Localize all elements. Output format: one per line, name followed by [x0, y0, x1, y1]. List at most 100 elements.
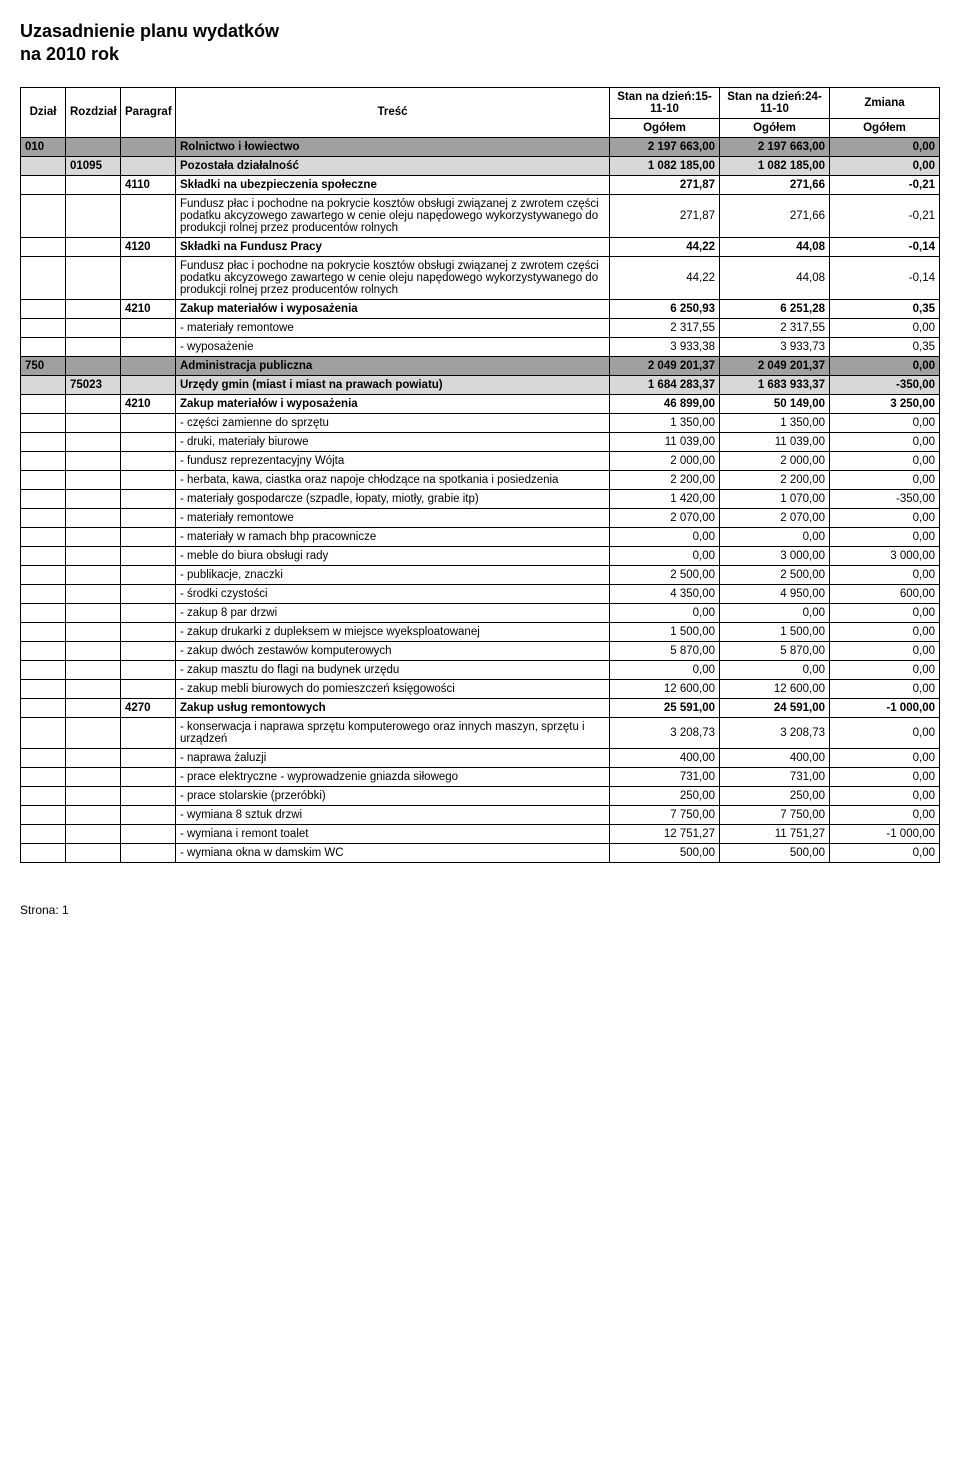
cell-tresc: Administracja publiczna [176, 356, 610, 375]
cell-dzial [21, 786, 66, 805]
cell-v3: 0,00 [830, 137, 940, 156]
cell-v1: 2 200,00 [610, 470, 720, 489]
table-row: - fundusz reprezentacyjny Wójta2 000,002… [21, 451, 940, 470]
cell-rozdzial [66, 356, 121, 375]
cell-dzial [21, 824, 66, 843]
table-row: - części zamienne do sprzętu1 350,001 35… [21, 413, 940, 432]
cell-rozdzial [66, 660, 121, 679]
cell-v2: 2 070,00 [720, 508, 830, 527]
cell-v3: 0,00 [830, 432, 940, 451]
title-line1: Uzasadnienie planu wydatków [20, 21, 279, 41]
header-ogolem1: Ogółem [610, 118, 720, 137]
cell-v2: 3 000,00 [720, 546, 830, 565]
cell-dzial [21, 641, 66, 660]
cell-tresc: - meble do biura obsługi rady [176, 546, 610, 565]
cell-v1: 2 317,55 [610, 318, 720, 337]
cell-v3: 0,00 [830, 660, 940, 679]
cell-v3: -0,21 [830, 175, 940, 194]
cell-rozdzial [66, 175, 121, 194]
cell-v2: 2 317,55 [720, 318, 830, 337]
cell-v3: -1 000,00 [830, 824, 940, 843]
cell-v3: 600,00 [830, 584, 940, 603]
cell-v2: 731,00 [720, 767, 830, 786]
cell-dzial: 010 [21, 137, 66, 156]
cell-paragraf [121, 679, 176, 698]
cell-rozdzial [66, 698, 121, 717]
cell-tresc: - zakup dwóch zestawów komputerowych [176, 641, 610, 660]
cell-tresc: - zakup drukarki z dupleksem w miejsce w… [176, 622, 610, 641]
cell-paragraf [121, 584, 176, 603]
cell-dzial [21, 546, 66, 565]
cell-tresc: - naprawa żaluzji [176, 748, 610, 767]
cell-v1: 3 208,73 [610, 717, 720, 748]
cell-dzial [21, 194, 66, 237]
table-row: 4210Zakup materiałów i wyposażenia6 250,… [21, 299, 940, 318]
cell-v2: 44,08 [720, 237, 830, 256]
cell-v3: 0,00 [830, 318, 940, 337]
cell-tresc: Zakup materiałów i wyposażenia [176, 299, 610, 318]
cell-rozdzial [66, 767, 121, 786]
cell-v1: 0,00 [610, 527, 720, 546]
cell-dzial [21, 748, 66, 767]
cell-v1: 6 250,93 [610, 299, 720, 318]
cell-v1: 0,00 [610, 546, 720, 565]
cell-tresc: Pozostała działalność [176, 156, 610, 175]
cell-v2: 50 149,00 [720, 394, 830, 413]
cell-rozdzial [66, 843, 121, 862]
cell-v2: 500,00 [720, 843, 830, 862]
cell-v2: 11 751,27 [720, 824, 830, 843]
cell-v1: 1 082 185,00 [610, 156, 720, 175]
cell-dzial [21, 237, 66, 256]
cell-v3: -350,00 [830, 375, 940, 394]
cell-tresc: - zakup masztu do flagi na budynek urzęd… [176, 660, 610, 679]
cell-paragraf [121, 337, 176, 356]
cell-v1: 5 870,00 [610, 641, 720, 660]
cell-dzial [21, 256, 66, 299]
cell-rozdzial [66, 256, 121, 299]
cell-v3: 0,00 [830, 786, 940, 805]
cell-v3: 0,00 [830, 356, 940, 375]
cell-v2: 2 197 663,00 [720, 137, 830, 156]
cell-rozdzial [66, 603, 121, 622]
table-row: - prace stolarskie (przeróbki)250,00250,… [21, 786, 940, 805]
cell-v1: 500,00 [610, 843, 720, 862]
cell-v1: 44,22 [610, 237, 720, 256]
cell-v3: -0,21 [830, 194, 940, 237]
cell-v1: 11 039,00 [610, 432, 720, 451]
table-row: 4110Składki na ubezpieczenia społeczne27… [21, 175, 940, 194]
cell-paragraf: 4120 [121, 237, 176, 256]
cell-v1: 400,00 [610, 748, 720, 767]
cell-tresc: - materiały remontowe [176, 508, 610, 527]
header-ogolem3: Ogółem [830, 118, 940, 137]
cell-v2: 44,08 [720, 256, 830, 299]
cell-tresc: - wymiana 8 sztuk drzwi [176, 805, 610, 824]
table-row: 01095Pozostała działalność1 082 185,001 … [21, 156, 940, 175]
cell-v1: 4 350,00 [610, 584, 720, 603]
cell-dzial [21, 843, 66, 862]
table-row: - zakup dwóch zestawów komputerowych5 87… [21, 641, 940, 660]
cell-v2: 0,00 [720, 527, 830, 546]
table-row: 4270Zakup usług remontowych25 591,0024 5… [21, 698, 940, 717]
cell-v3: 3 250,00 [830, 394, 940, 413]
cell-dzial [21, 603, 66, 622]
cell-paragraf [121, 805, 176, 824]
cell-rozdzial: 01095 [66, 156, 121, 175]
cell-v1: 0,00 [610, 660, 720, 679]
cell-paragraf [121, 546, 176, 565]
cell-v1: 0,00 [610, 603, 720, 622]
cell-v1: 250,00 [610, 786, 720, 805]
cell-tresc: - środki czystości [176, 584, 610, 603]
table-row: - naprawa żaluzji400,00400,000,00 [21, 748, 940, 767]
cell-paragraf [121, 843, 176, 862]
cell-v3: 0,00 [830, 470, 940, 489]
cell-tresc: - części zamienne do sprzętu [176, 413, 610, 432]
table-row: - zakup mebli biurowych do pomieszczeń k… [21, 679, 940, 698]
cell-tresc: Składki na Fundusz Pracy [176, 237, 610, 256]
cell-dzial [21, 175, 66, 194]
cell-paragraf [121, 489, 176, 508]
cell-v3: 0,00 [830, 767, 940, 786]
cell-paragraf [121, 767, 176, 786]
cell-paragraf [121, 137, 176, 156]
cell-tresc: Zakup usług remontowych [176, 698, 610, 717]
title-line2: na 2010 rok [20, 44, 119, 64]
